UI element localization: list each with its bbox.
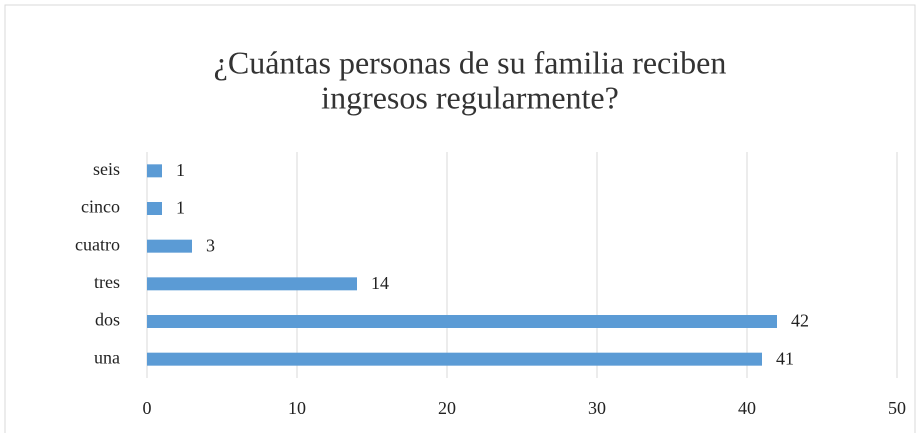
bar <box>147 315 777 328</box>
x-tick-label: 10 <box>288 398 306 418</box>
bar <box>147 352 762 366</box>
bar <box>147 164 162 178</box>
x-tick-label: 40 <box>738 398 756 418</box>
y-tick-label: cinco <box>81 197 120 217</box>
data-label: 3 <box>206 235 215 255</box>
data-label: 1 <box>176 198 185 218</box>
x-tick-label: 20 <box>438 398 456 418</box>
data-label: 1 <box>176 160 185 180</box>
bar <box>147 202 162 215</box>
chart-title: ingresos regularmente? <box>321 79 619 115</box>
chart-title: ¿Cuántas personas de su familia reciben <box>214 44 727 80</box>
data-label: 41 <box>776 348 794 368</box>
y-tick-label: cuatro <box>75 234 120 254</box>
x-tick-label: 0 <box>143 398 152 418</box>
y-tick-label: tres <box>94 272 120 292</box>
data-label: 14 <box>371 273 389 293</box>
bar <box>147 239 192 253</box>
data-label: 42 <box>791 311 809 331</box>
y-tick-label: dos <box>95 310 120 330</box>
y-tick-label: una <box>94 347 120 367</box>
y-tick-label: seis <box>93 159 120 179</box>
x-tick-label: 50 <box>888 398 906 418</box>
x-tick-label: 30 <box>588 398 606 418</box>
bar <box>147 277 357 291</box>
